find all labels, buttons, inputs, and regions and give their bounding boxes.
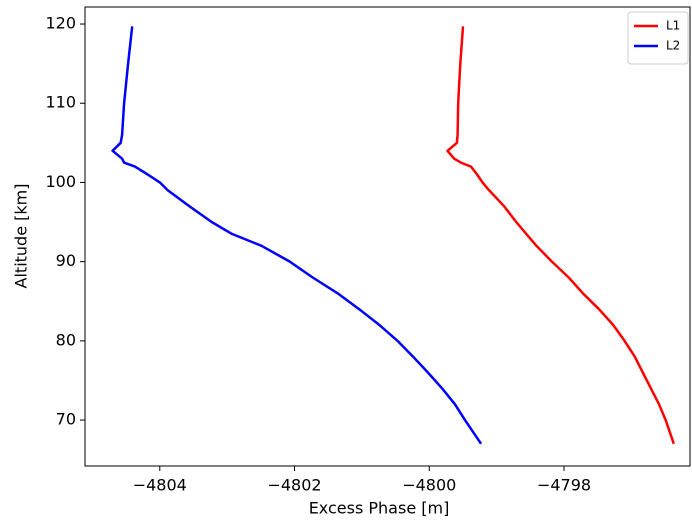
plot-frame xyxy=(84,6,691,467)
x-tick-label: −4800 xyxy=(402,476,456,495)
x-tick-label: −4804 xyxy=(133,476,187,495)
series-line xyxy=(111,26,483,445)
y-tick-label: 120 xyxy=(45,14,76,33)
x-tick-label: −4802 xyxy=(267,476,321,495)
y-tick-label: 90 xyxy=(56,251,76,270)
y-axis-label: Altitude [km] xyxy=(12,184,31,289)
legend-label: L1 xyxy=(666,19,680,33)
y-tick-label: 70 xyxy=(56,410,76,429)
y-tick-label: 110 xyxy=(45,93,76,112)
x-tick-label: −4798 xyxy=(537,476,591,495)
legend-label: L2 xyxy=(666,39,680,53)
y-tick-label: 80 xyxy=(56,330,76,349)
y-tick-label: 100 xyxy=(45,172,76,191)
series-line xyxy=(446,26,675,445)
x-axis-label: Excess Phase [m] xyxy=(309,499,450,518)
